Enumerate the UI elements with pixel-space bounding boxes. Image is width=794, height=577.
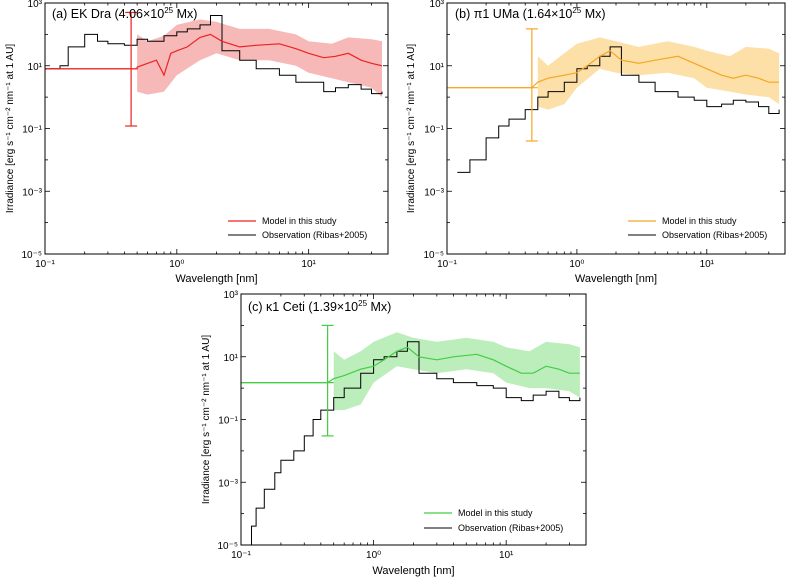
y-tick-label: 10⁻¹ bbox=[218, 416, 238, 427]
x-tick-label: 10⁻¹ bbox=[35, 259, 55, 270]
xray-error-bar bbox=[241, 324, 334, 437]
model-line bbox=[45, 33, 383, 77]
y-tick-label: 10⁻⁵ bbox=[423, 250, 444, 261]
y-axis-label: Irradiance [erg s⁻¹ cm⁻² nm⁻¹ at 1 AU] bbox=[5, 44, 16, 213]
x-tick-label: 10¹ bbox=[499, 550, 514, 561]
legend-observation-label: Observation (Ribas+2005) bbox=[662, 230, 767, 240]
y-tick-label: 10³ bbox=[430, 0, 445, 10]
tick-labels: 10⁻¹ 10⁰ 10¹ 10⁻⁵ 10⁻³ 10⁻¹ 10¹ 10³ bbox=[21, 0, 316, 270]
model-line bbox=[241, 346, 580, 384]
x-tick-label: 10¹ bbox=[700, 259, 715, 270]
tick-labels: 10⁻¹ 10⁰ 10¹ 10⁻⁵ 10⁻³ 10⁻¹ 10¹ 10³ bbox=[217, 290, 514, 561]
legend: Model in this study Observation (Ribas+2… bbox=[228, 216, 367, 240]
plot-area bbox=[241, 324, 581, 545]
plot-area bbox=[447, 28, 780, 173]
legend: Model in this study Observation (Ribas+2… bbox=[424, 508, 563, 533]
x-tick-label: 10⁻¹ bbox=[231, 550, 251, 561]
panel-title: (a) EK Dra (4.06×1025 Mx) bbox=[52, 6, 197, 21]
xray-error-bar bbox=[45, 11, 138, 127]
legend: Model in this study Observation (Ribas+2… bbox=[628, 216, 767, 240]
x-tick-label: 10⁰ bbox=[169, 259, 184, 270]
legend-observation-label: Observation (Ribas+2005) bbox=[458, 523, 563, 533]
model-uncertainty-band bbox=[537, 37, 780, 110]
y-tick-label: 10⁻⁵ bbox=[21, 250, 42, 261]
observation-line bbox=[45, 15, 383, 95]
y-tick-label: 10⁻³ bbox=[424, 187, 444, 198]
legend-observation-label: Observation (Ribas+2005) bbox=[262, 230, 367, 240]
observation-line bbox=[246, 341, 581, 545]
y-axis-label: Irradiance [erg s⁻¹ cm⁻² nm⁻¹ at 1 AU] bbox=[201, 335, 212, 504]
model-uncertainty-band bbox=[137, 19, 382, 98]
y-tick-label: 10³ bbox=[224, 290, 239, 301]
tick-labels: 10⁻¹ 10⁰ 10¹ 10⁻⁵ 10⁻³ 10⁻¹ 10¹ 10³ bbox=[423, 0, 714, 270]
axes-frame bbox=[240, 293, 587, 546]
panel-title: (b) π1 UMa (1.64×1025 Mx) bbox=[455, 6, 606, 21]
model-line bbox=[447, 50, 780, 89]
observation-line bbox=[457, 46, 780, 173]
x-axis-label: Wavelength [nm] bbox=[575, 273, 657, 285]
legend-model-label: Model in this study bbox=[458, 508, 533, 518]
y-tick-label: 10¹ bbox=[28, 62, 43, 73]
panel-title: (c) κ1 Ceti (1.39×1025 Mx) bbox=[248, 299, 391, 314]
legend-model-label: Model in this study bbox=[262, 216, 337, 226]
y-tick-label: 10³ bbox=[28, 0, 43, 10]
x-axis-label: Wavelength [nm] bbox=[175, 273, 257, 285]
y-tick-label: 10¹ bbox=[430, 62, 445, 73]
panel-pi1-uma: (b) π1 UMa (1.64×1025 Mx) Wavelength [nm… bbox=[406, 0, 786, 285]
panel-kappa1-ceti: (c) κ1 Ceti (1.39×1025 Mx) Wavelength [n… bbox=[201, 290, 587, 577]
y-tick-label: 10⁻¹ bbox=[22, 125, 42, 136]
y-tick-label: 10⁻³ bbox=[218, 478, 238, 489]
x-tick-label: 10⁰ bbox=[569, 259, 584, 270]
plot-area bbox=[45, 11, 383, 127]
x-tick-label: 10¹ bbox=[301, 259, 316, 270]
x-axis-label: Wavelength [nm] bbox=[372, 565, 454, 577]
axis-ticks bbox=[240, 293, 587, 546]
x-tick-label: 10⁻¹ bbox=[437, 259, 457, 270]
legend-model-label: Model in this study bbox=[662, 216, 737, 226]
xray-error-bar bbox=[447, 28, 538, 142]
y-tick-label: 10¹ bbox=[224, 353, 239, 364]
axis-ticks bbox=[44, 2, 389, 255]
panel-ek-dra: (a) EK Dra (4.06×1025 Mx) Wavelength [nm… bbox=[5, 0, 389, 285]
x-tick-label: 10⁰ bbox=[366, 550, 381, 561]
y-tick-label: 10⁻¹ bbox=[424, 125, 444, 136]
y-tick-label: 10⁻⁵ bbox=[217, 541, 238, 552]
axis-ticks bbox=[446, 2, 786, 255]
y-axis-label: Irradiance [erg s⁻¹ cm⁻² nm⁻¹ at 1 AU] bbox=[406, 44, 417, 213]
model-uncertainty-band bbox=[333, 332, 580, 411]
y-tick-label: 10⁻³ bbox=[22, 187, 42, 198]
